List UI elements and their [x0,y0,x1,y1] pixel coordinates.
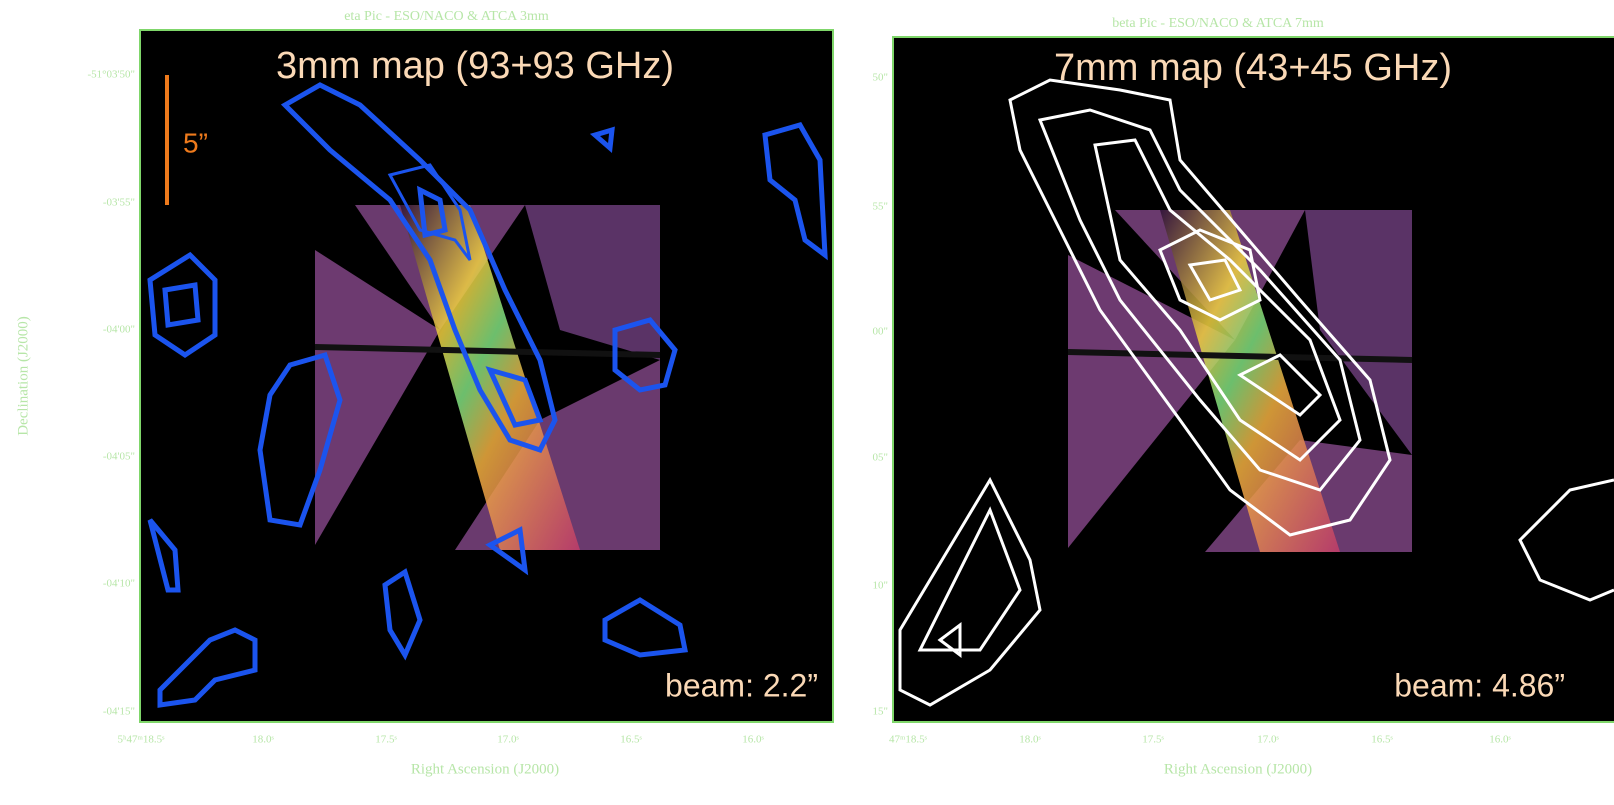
beam-label: beam: 4.86” [1394,667,1565,703]
x-tick-label: 16.0ˢ [742,734,764,746]
x-tick-label: 17.5ˢ [375,734,397,746]
y-tick-label: -03'55" [103,197,135,209]
beam-label: beam: 2.2” [665,667,818,703]
y-tick-label: -04'05" [103,451,135,463]
y-tick-label: 10" [873,580,889,592]
x-tick-label: 17.5ˢ [1142,734,1164,746]
x-tick-label: 5ʰ47ᵐ18.5ˢ [118,734,166,746]
x-axis-label: Right Ascension (J2000) [411,761,559,777]
x-tick-label: 16.0ˢ [1489,734,1511,746]
panel-title: eta Pic - ESO/NACO & ATCA 3mm [344,9,549,24]
y-tick-label: 50" [873,72,889,84]
x-tick-label: 18.0ˢ [252,734,274,746]
y-tick-label: -04'15" [103,706,135,718]
scale-label: 5” [183,127,208,158]
y-tick-label: 15" [873,706,889,718]
panel-image [892,36,1614,723]
x-axis-label: Right Ascension (J2000) [1164,761,1312,777]
y-tick-label: -51°03'50" [87,69,135,81]
y-tick-label: -04'10" [103,578,135,590]
x-tick-label: 17.0ˢ [1257,734,1279,746]
map-label: 7mm map (43+45 GHz) [1054,47,1452,89]
x-tick-label: 16.5ˢ [620,734,642,746]
y-tick-label: -04'00" [103,324,135,336]
y-tick-label: 05" [873,452,889,464]
x-tick-label: 16.5ˢ [1371,734,1393,746]
y-tick-label: 55" [873,201,889,213]
panel-title: beta Pic - ESO/NACO & ATCA 7mm [1112,16,1324,31]
x-tick-label: 18.0ˢ [1019,734,1041,746]
x-tick-label: 47ᵐ18.5ˢ [889,734,928,746]
map-label: 3mm map (93+93 GHz) [276,45,674,87]
panel-image [139,29,834,723]
x-tick-label: 17.0ˢ [497,734,519,746]
y-tick-label: 00" [873,326,889,338]
y-axis-label: Declination (J2000) [15,316,31,436]
